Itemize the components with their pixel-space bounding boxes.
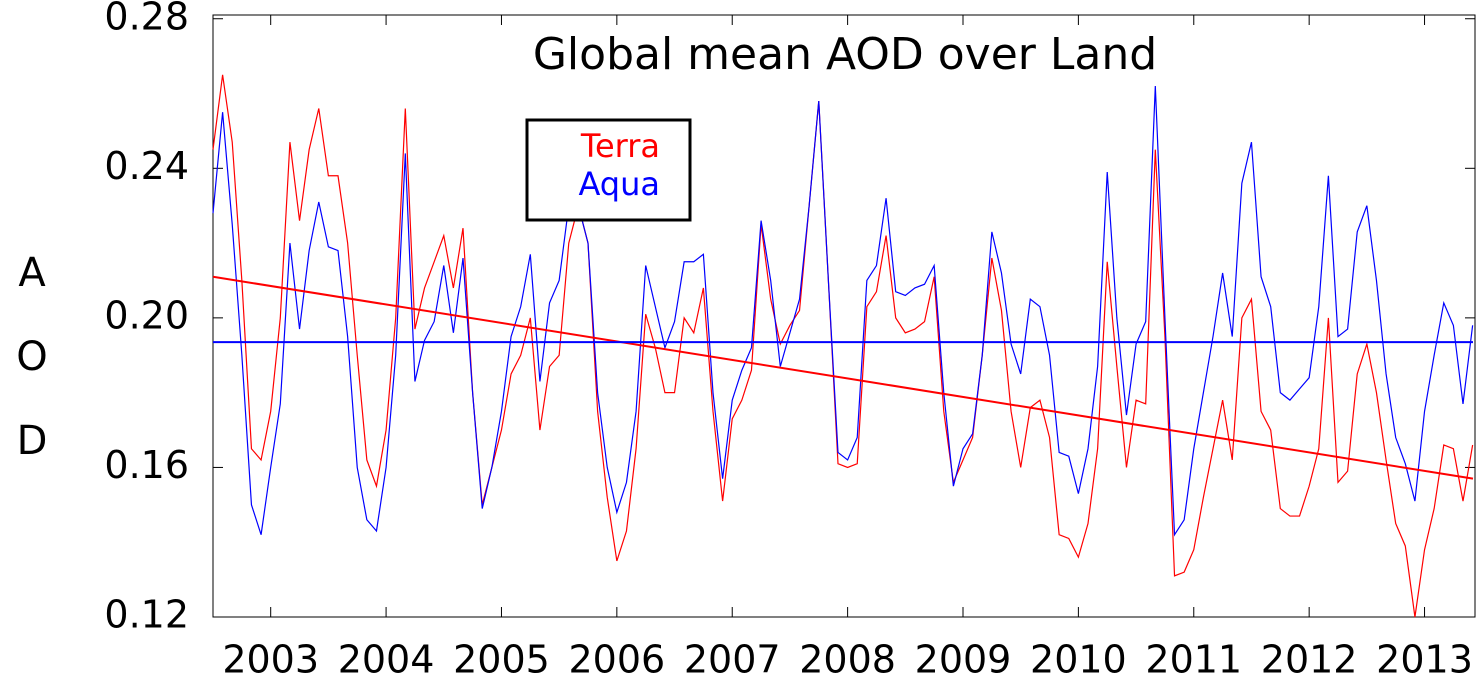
chart-title: Global mean AOD over Land [533, 29, 1157, 80]
x-tick-label: 2005 [453, 638, 550, 682]
x-tick-label: 2006 [568, 638, 665, 682]
y-tick-label: 0.24 [104, 144, 189, 188]
trend-line [212, 275, 1474, 480]
x-tick-label: 2003 [222, 638, 319, 682]
x-tick-label: 2008 [799, 638, 896, 682]
data-line [212, 74, 1474, 618]
x-tick-label: 2007 [684, 638, 781, 682]
y-axis-label: AOD [9, 250, 55, 502]
legend-label: Terra [580, 127, 660, 165]
legend-label: Aqua [578, 165, 660, 203]
x-tick-label: 2009 [915, 638, 1012, 682]
x-tick-label: 2011 [1145, 638, 1242, 682]
legend-box [525, 118, 692, 222]
y-tick-label: 0.20 [104, 293, 189, 337]
x-tick-label: 2010 [1030, 638, 1127, 682]
x-tick-label: 2004 [338, 638, 435, 682]
data-line [212, 86, 1474, 537]
y-tick-label: 0.28 [104, 0, 189, 38]
x-tick-label: 2012 [1261, 638, 1358, 682]
plot-frame [212, 14, 1476, 618]
y-tick-label: 0.12 [104, 593, 189, 637]
y-tick-label: 0.16 [104, 443, 189, 487]
x-tick-label: 2013 [1376, 638, 1473, 682]
